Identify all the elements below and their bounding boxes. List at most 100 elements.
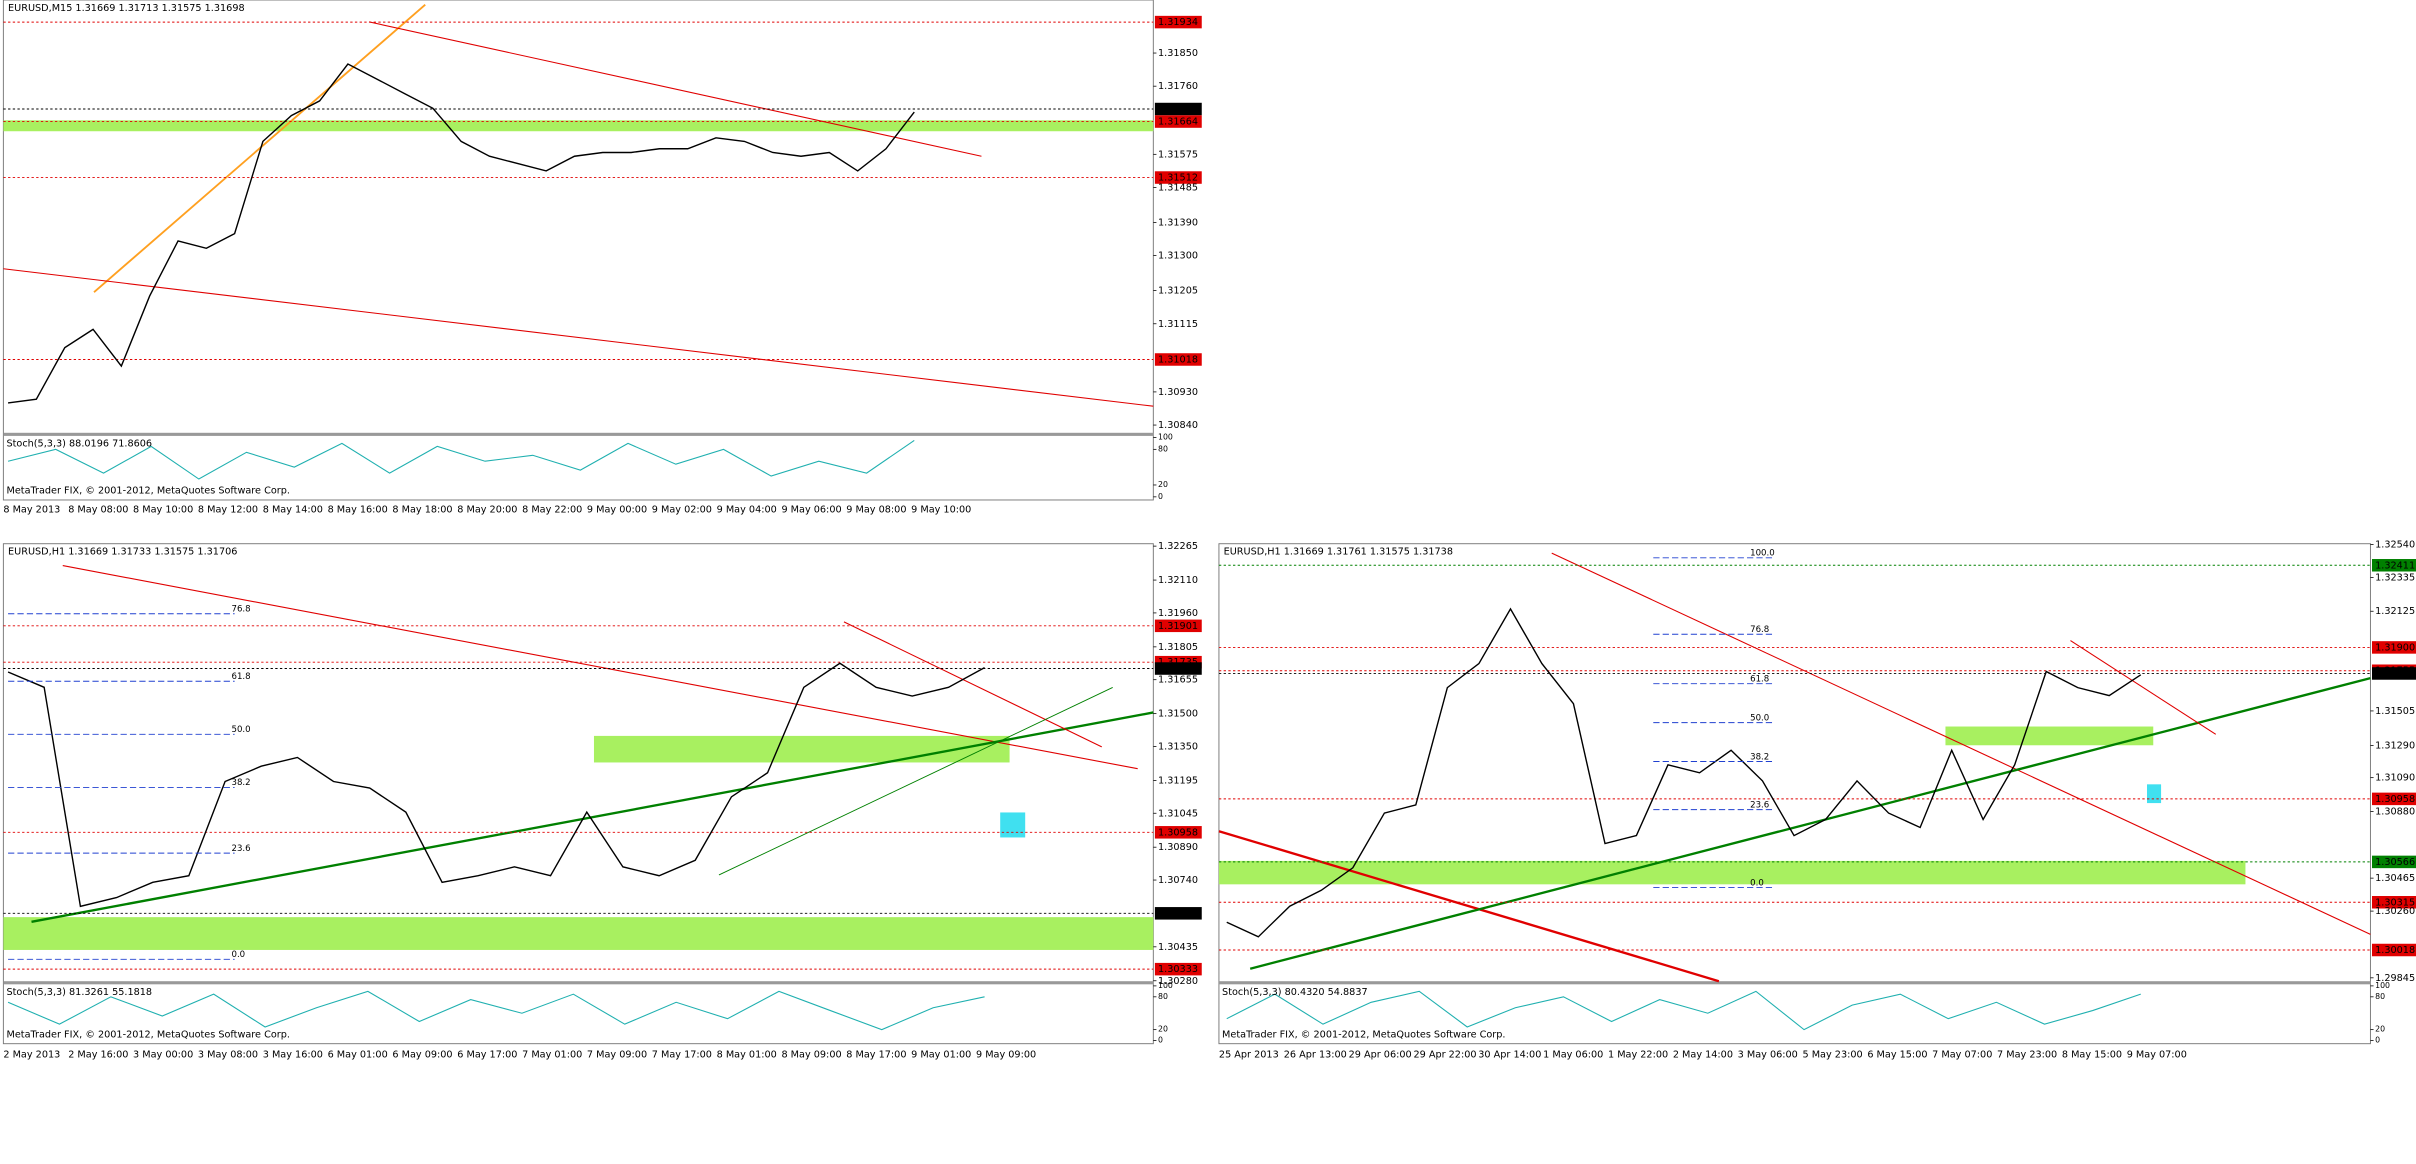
price-label-bg bbox=[2372, 855, 2416, 869]
time-label: 8 May 22:00 bbox=[522, 504, 582, 515]
price-label: 1.31018 bbox=[1158, 354, 1198, 365]
price-label: 1.30280 bbox=[1158, 976, 1198, 987]
price-label: 1.32335 bbox=[2375, 572, 2415, 583]
price-label: 1.31512 bbox=[1158, 173, 1198, 184]
stoch-tick-label: 80 bbox=[1158, 444, 1168, 453]
stoch-tick-label: 0 bbox=[1158, 1036, 1163, 1045]
price-label: 1.30890 bbox=[1158, 842, 1198, 853]
time-label: 2 May 16:00 bbox=[68, 1050, 128, 1061]
price-label: 1.30880 bbox=[2375, 806, 2415, 817]
price-label: 1.30958 bbox=[2375, 794, 2415, 805]
price-label: 1.31045 bbox=[1158, 808, 1198, 819]
price-label: 1.31738 bbox=[2375, 668, 2415, 679]
stoch-tick-label: 80 bbox=[2375, 992, 2385, 1001]
price-label: 1.31205 bbox=[1158, 286, 1198, 297]
fib-label: 38.2 bbox=[231, 778, 250, 788]
time-label: 8 May 09:00 bbox=[781, 1050, 841, 1061]
time-label: 9 May 10:00 bbox=[911, 504, 971, 515]
fib-label: 38.2 bbox=[1750, 752, 1769, 762]
copyright: MetaTrader FIX, © 2001-2012, MetaQuotes … bbox=[7, 486, 290, 497]
marker-box bbox=[2147, 784, 2162, 804]
price-label: 1.31706 bbox=[1158, 664, 1198, 675]
fib-label: 0.0 bbox=[231, 950, 245, 960]
trend-line bbox=[31, 711, 1154, 923]
time-label: 6 May 17:00 bbox=[457, 1050, 517, 1061]
trend-line bbox=[1551, 552, 2371, 935]
price-label-bg bbox=[2372, 896, 2416, 909]
price-label: 1.31901 bbox=[1158, 621, 1198, 632]
price-label: 1.30930 bbox=[1158, 387, 1198, 398]
trend-line bbox=[843, 621, 1102, 748]
price-label: 1.30465 bbox=[2375, 873, 2415, 884]
stoch-tick-label: 100 bbox=[1158, 432, 1173, 441]
separator bbox=[3, 981, 1154, 985]
price-label-bg bbox=[1154, 826, 1202, 839]
price-label-bg bbox=[2372, 943, 2416, 957]
fib-label: 50.0 bbox=[231, 725, 250, 735]
price-label-bg bbox=[2372, 559, 2416, 572]
fib-label: 61.8 bbox=[231, 672, 250, 682]
time-label: 26 Apr 13:00 bbox=[1284, 1050, 1347, 1061]
stoch-tick-label: 100 bbox=[1158, 981, 1173, 990]
trend-line bbox=[368, 21, 982, 157]
zone bbox=[3, 917, 1154, 950]
trend-line bbox=[2070, 640, 2217, 735]
price-label: 1.31195 bbox=[1158, 775, 1198, 786]
time-label: 3 May 16:00 bbox=[263, 1050, 323, 1061]
time-label: 30 Apr 14:00 bbox=[1478, 1050, 1541, 1061]
price-label: 1.32540 bbox=[2375, 540, 2415, 551]
price-label: 1.32125 bbox=[2375, 606, 2415, 617]
time-label: 3 May 06:00 bbox=[1738, 1050, 1798, 1061]
panel-frame bbox=[2, 543, 1154, 1045]
stoch-tick-label: 20 bbox=[2375, 1025, 2385, 1034]
time-label: 8 May 08:00 bbox=[68, 504, 128, 515]
stoch-tick-label: 20 bbox=[1158, 1025, 1168, 1034]
price-label: 1.31575 bbox=[1158, 149, 1198, 160]
price-label-bg bbox=[2372, 667, 2416, 680]
price-label: 1.31698 bbox=[1158, 104, 1198, 115]
price-label: 1.30566 bbox=[2375, 857, 2415, 868]
price-label: 1.30260 bbox=[2375, 906, 2415, 917]
price-label: 1.31350 bbox=[1158, 741, 1198, 752]
copyright: MetaTrader FIX, © 2001-2012, MetaQuotes … bbox=[7, 1029, 290, 1040]
price-label: 1.31664 bbox=[1158, 117, 1198, 128]
time-label: 9 May 06:00 bbox=[781, 504, 841, 515]
time-label: 1 May 06:00 bbox=[1543, 1050, 1603, 1061]
price-label: 1.31115 bbox=[1158, 319, 1198, 330]
price-label: 1.31300 bbox=[1158, 251, 1198, 262]
price-label: 1.31805 bbox=[1158, 642, 1198, 653]
time-label: 6 May 01:00 bbox=[328, 1050, 388, 1061]
price-label: 1.32265 bbox=[1158, 541, 1198, 552]
price-label: 1.30018 bbox=[2375, 945, 2415, 956]
indicator-label: Stoch(5,3,3) 80.4320 54.8837 bbox=[1222, 987, 1368, 998]
price-label: 1.31934 bbox=[1158, 17, 1198, 28]
fib-label: 61.8 bbox=[1750, 675, 1769, 685]
price-line bbox=[7, 662, 985, 908]
price-label-bg bbox=[1154, 115, 1202, 128]
time-label: 7 May 17:00 bbox=[652, 1050, 712, 1061]
time-label: 3 May 00:00 bbox=[133, 1050, 193, 1061]
time-label: 1 May 22:00 bbox=[1608, 1050, 1668, 1061]
time-label: 8 May 15:00 bbox=[2062, 1050, 2122, 1061]
time-label: 5 May 23:00 bbox=[1802, 1050, 1862, 1061]
time-label: 8 May 18:00 bbox=[392, 504, 452, 515]
time-label: 8 May 20:00 bbox=[457, 504, 517, 515]
price-label: 1.31505 bbox=[2375, 706, 2415, 717]
price-label: 1.29845 bbox=[2375, 973, 2415, 984]
price-label: 1.30740 bbox=[1158, 875, 1198, 886]
indicator-label: Stoch(5,3,3) 88.0196 71.8606 bbox=[7, 439, 153, 450]
stoch-line bbox=[7, 990, 985, 1031]
zone bbox=[3, 120, 1154, 132]
decorations bbox=[2, 0, 2371, 1045]
price-label-bg bbox=[2372, 792, 2416, 806]
price-label: 1.31850 bbox=[1158, 48, 1198, 59]
price-label: 1.31960 bbox=[1158, 608, 1198, 619]
copyright: MetaTrader FIX, © 2001-2012, MetaQuotes … bbox=[1222, 1029, 1505, 1040]
stoch-line bbox=[1226, 990, 2141, 1031]
trend-line bbox=[3, 268, 1154, 407]
trend-line bbox=[718, 687, 1113, 876]
zone bbox=[593, 735, 1010, 763]
panel-frame bbox=[1218, 543, 2371, 1045]
price-label-bg bbox=[1154, 102, 1202, 116]
time-label: 9 May 09:00 bbox=[976, 1050, 1036, 1061]
